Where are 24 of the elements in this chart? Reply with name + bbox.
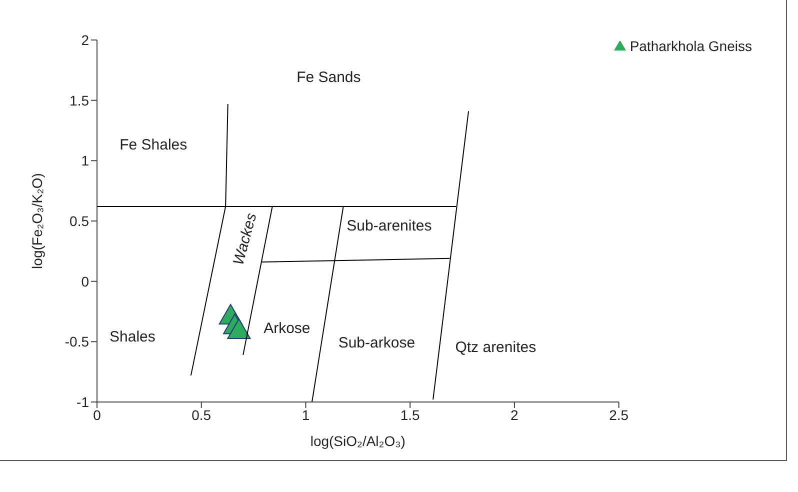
y-tick-label: 0.5 <box>70 212 90 229</box>
y-tick-label: 1.5 <box>70 92 90 108</box>
x-tick-label: 0 <box>93 406 102 423</box>
x-tick-label: 2 <box>510 406 519 423</box>
x-tick-label: 1.5 <box>400 406 420 423</box>
annotation: Wackes <box>230 210 260 267</box>
x-tick-label: 1 <box>302 406 310 423</box>
x-tick-label: 2.5 <box>609 406 629 423</box>
y-tick-label: 2 <box>81 32 90 48</box>
y-tick-label: 0 <box>81 273 90 290</box>
y-axis-title: log(Fe₂O₃/K₂O) <box>28 173 45 269</box>
annotation: Shales <box>110 328 156 346</box>
x-axis-title: log(SiO₂/Al₂O₃) <box>310 433 406 449</box>
annotation: Sub-arenites <box>346 217 432 234</box>
annotation: Arkose <box>264 320 310 337</box>
y-tick-label: -1 <box>76 394 90 410</box>
y-tick-label: -0.5 <box>64 334 90 350</box>
y-tick-label: 1 <box>81 152 90 169</box>
annotation: Qtz arenites <box>455 339 536 356</box>
annotation: Fe Shales <box>120 136 188 154</box>
x-tick-label: 0.5 <box>192 406 212 423</box>
legend-label: Patharkhola Gneiss <box>630 38 752 54</box>
annotation: Fe Sands <box>296 68 361 86</box>
annotation: Sub-arkose <box>338 334 416 352</box>
